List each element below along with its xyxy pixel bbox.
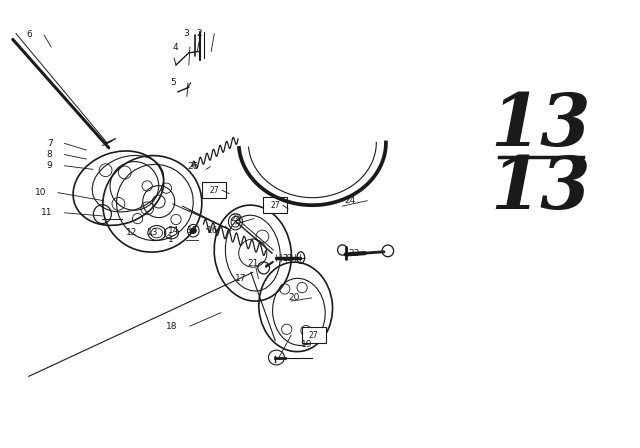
Text: 8: 8 (47, 150, 52, 159)
Text: 21: 21 (248, 259, 259, 268)
Text: 26: 26 (187, 162, 198, 171)
Text: 15: 15 (187, 226, 198, 235)
Text: 16: 16 (207, 226, 219, 235)
Text: 18: 18 (166, 322, 178, 331)
Text: 11: 11 (41, 208, 52, 217)
Text: 3: 3 (183, 29, 189, 38)
Text: 9: 9 (47, 161, 52, 170)
Text: 13: 13 (147, 228, 159, 237)
Text: 25: 25 (230, 214, 242, 223)
Text: 27: 27 (308, 331, 319, 340)
Text: 5: 5 (170, 78, 176, 87)
Text: 12: 12 (126, 228, 138, 237)
FancyBboxPatch shape (202, 182, 227, 198)
Circle shape (191, 228, 196, 233)
Text: 4: 4 (172, 43, 178, 52)
Text: 6: 6 (26, 30, 32, 39)
FancyBboxPatch shape (301, 327, 326, 343)
Text: 19: 19 (301, 340, 312, 349)
Text: 14: 14 (168, 226, 179, 235)
Text: 23: 23 (348, 249, 360, 258)
Text: 24: 24 (344, 196, 355, 205)
Text: 27: 27 (270, 201, 280, 210)
Text: 13: 13 (490, 153, 591, 224)
Text: 20: 20 (288, 293, 300, 302)
Text: 10: 10 (35, 188, 46, 197)
Text: 1: 1 (168, 235, 174, 244)
Text: 22: 22 (282, 254, 293, 263)
Text: 17: 17 (235, 274, 246, 283)
Text: 27: 27 (209, 186, 220, 195)
Text: 7: 7 (47, 139, 52, 148)
Text: 13: 13 (490, 90, 591, 161)
Text: 2: 2 (196, 29, 202, 38)
FancyBboxPatch shape (263, 197, 287, 213)
